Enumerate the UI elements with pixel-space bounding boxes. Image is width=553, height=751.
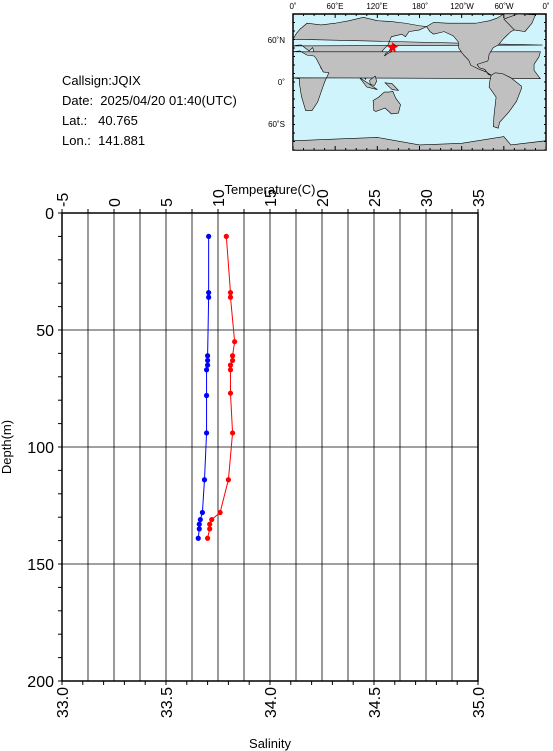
top-tick-label: 30 bbox=[419, 189, 436, 207]
salinity-point bbox=[229, 430, 236, 436]
top-tick-label: 15 bbox=[263, 189, 280, 207]
temperature-point bbox=[199, 509, 205, 516]
temperature-point bbox=[197, 516, 203, 523]
land-mass bbox=[292, 50, 541, 111]
ship-position-marker: ★ bbox=[387, 40, 399, 55]
salinity-point bbox=[229, 353, 236, 359]
temperature-point bbox=[206, 289, 212, 296]
land-mass bbox=[503, 13, 536, 32]
land-mass bbox=[384, 82, 400, 91]
salinity-point bbox=[227, 362, 234, 368]
top-tick-label: 5 bbox=[159, 198, 176, 207]
salinity-point bbox=[207, 521, 213, 527]
temperature-point bbox=[196, 526, 202, 532]
salinity-point bbox=[223, 233, 229, 239]
salinity-point bbox=[227, 390, 234, 396]
salinity-point bbox=[232, 339, 238, 345]
bottom-tick-label: 33.5 bbox=[159, 687, 176, 718]
date-text: Date: 2025/04/20 01:40(UTC) bbox=[62, 93, 237, 108]
y-tick-label: 50 bbox=[36, 323, 54, 340]
bottom-tick-label: 34.0 bbox=[263, 687, 280, 718]
land-mass bbox=[372, 90, 401, 115]
map-ticks bbox=[292, 13, 547, 151]
temperature-point bbox=[203, 367, 210, 373]
map-land bbox=[292, 13, 547, 151]
y-tick-label: 100 bbox=[27, 440, 54, 457]
salinity-point bbox=[227, 367, 234, 373]
top-tick-label: 25 bbox=[367, 189, 384, 207]
map-lon-label: 120˚E bbox=[366, 2, 387, 11]
bottom-tick-label: 33.0 bbox=[55, 687, 72, 718]
map-lat-label: 60˚S bbox=[268, 120, 285, 129]
temperature-point bbox=[205, 357, 211, 364]
map-lon-label: 120˚W bbox=[450, 2, 474, 11]
temperature-point bbox=[203, 430, 210, 436]
temperature-point bbox=[195, 535, 201, 541]
map-lon-label: 60˚E bbox=[327, 2, 344, 11]
y-tick-label: 200 bbox=[27, 674, 54, 691]
map-lon-label: 0˚ bbox=[542, 2, 549, 11]
salinity-point bbox=[227, 294, 234, 300]
temperature-point bbox=[205, 353, 211, 359]
salinity-point bbox=[229, 357, 236, 364]
map-lon-label: 60˚W bbox=[494, 2, 514, 11]
salinity-point bbox=[205, 535, 211, 541]
land-mass bbox=[488, 72, 522, 129]
bottom-tick-label: 34.5 bbox=[367, 687, 384, 718]
plot-frame bbox=[61, 212, 479, 682]
temperature-point bbox=[205, 362, 211, 368]
temperature-point bbox=[203, 392, 210, 399]
bottom-tick-label: 35.0 bbox=[471, 687, 488, 718]
top-tick-label: 10 bbox=[211, 189, 228, 207]
salinity-point bbox=[207, 526, 213, 532]
top-tick-label: 20 bbox=[315, 189, 332, 207]
salinity-point bbox=[225, 477, 231, 483]
temperature-point bbox=[201, 477, 208, 483]
top-axis-title: Temperature(C) bbox=[224, 182, 315, 197]
salinity-point bbox=[217, 509, 223, 516]
world-map: 0˚ 60˚E 120˚E 180˚ 120˚W 60˚W 0˚ 60˚N 0˚… bbox=[268, 2, 550, 151]
map-lon-label: 0˚ bbox=[289, 2, 296, 11]
callsign-text: Callsign:JQIX bbox=[62, 73, 141, 88]
map-lat-label: 60˚N bbox=[268, 36, 286, 45]
series-layer bbox=[195, 233, 238, 541]
temperature-point bbox=[206, 233, 212, 239]
y-axis-title: Depth(m) bbox=[0, 420, 14, 474]
land-mass bbox=[359, 77, 378, 90]
top-tick-label: 35 bbox=[471, 189, 488, 207]
longitude-text: Lon.: 141.881 bbox=[62, 133, 146, 148]
land-mass bbox=[384, 42, 396, 57]
ship-marker-glyph: ★ bbox=[387, 40, 399, 55]
latitude-text: Lat.: 40.765 bbox=[62, 113, 138, 128]
land-mass bbox=[369, 75, 377, 86]
y-tick-label: 0 bbox=[45, 206, 54, 223]
land-mass bbox=[426, 13, 533, 76]
top-tick-label: 0 bbox=[107, 198, 124, 207]
salinity-point bbox=[209, 516, 215, 523]
y-tick-label: 150 bbox=[27, 557, 54, 574]
salinity-point bbox=[227, 289, 234, 296]
map-lat-label: 0˚ bbox=[278, 78, 285, 87]
bottom-axis-title: Salinity bbox=[249, 736, 291, 751]
map-lon-label: 180˚ bbox=[412, 2, 428, 11]
top-tick-label: -5 bbox=[55, 193, 72, 207]
temperature-point bbox=[206, 294, 212, 300]
temperature-point bbox=[196, 521, 202, 527]
